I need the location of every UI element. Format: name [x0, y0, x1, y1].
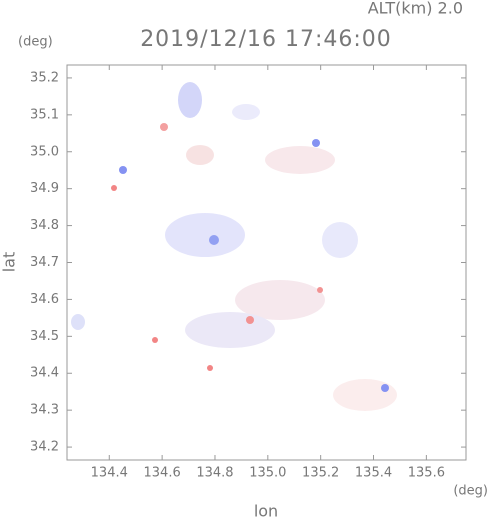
y-tick-label: 34.3: [30, 403, 59, 418]
x-tick-label: 134.8: [196, 466, 233, 481]
chart-title: 2019/12/16 17:46:00: [140, 27, 392, 52]
y-unit: (deg): [18, 35, 53, 50]
y-tick-label: 34.9: [30, 181, 59, 196]
x-axis-label: lon: [254, 502, 278, 521]
y-tick-label: 35.1: [30, 107, 59, 122]
y-axis-label: lat: [0, 252, 19, 273]
x-tick-label: 135.2: [302, 466, 339, 481]
x-tick-label: 134.4: [91, 466, 128, 481]
x-tick-label: 134.6: [144, 466, 181, 481]
x-tick-label: 135.4: [355, 466, 392, 481]
plot-frame: [66, 64, 467, 461]
y-tick-label: 34.5: [30, 329, 59, 344]
x-unit: (deg): [453, 484, 488, 499]
y-tick-label: 34.7: [30, 255, 59, 270]
y-tick-label: 35.0: [30, 144, 59, 159]
x-tick-label: 135.0: [249, 466, 286, 481]
y-tick-label: 35.2: [30, 70, 59, 85]
y-tick-label: 34.4: [30, 366, 59, 381]
altitude-label: ALT(km) 2.0: [368, 0, 463, 18]
y-tick-label: 34.6: [30, 292, 59, 307]
x-tick-label: 135.6: [408, 466, 445, 481]
echo-field: [71, 82, 397, 411]
y-tick-label: 34.2: [30, 440, 59, 455]
y-tick-label: 34.8: [30, 218, 59, 233]
